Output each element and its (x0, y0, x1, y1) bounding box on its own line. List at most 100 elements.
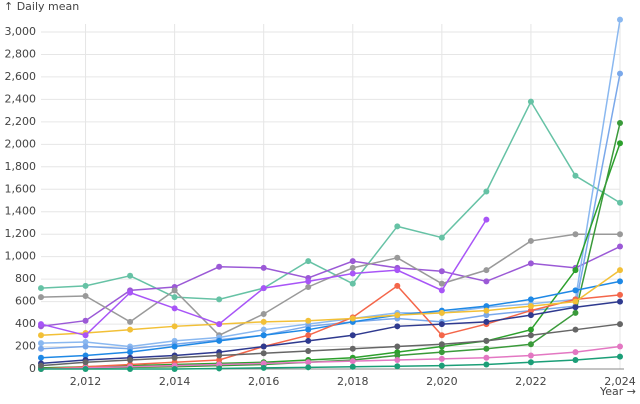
data-point (305, 258, 312, 265)
data-point (127, 326, 134, 333)
data-point (349, 315, 356, 322)
data-point (483, 361, 490, 368)
y-tick-label: 1,000 (5, 250, 37, 263)
series-line (40, 323, 621, 367)
data-point (82, 352, 89, 359)
data-point (438, 309, 445, 316)
series (38, 119, 623, 372)
data-point (572, 267, 579, 274)
data-point (483, 318, 490, 325)
data-point (216, 357, 223, 364)
data-point (305, 364, 312, 371)
data-point (438, 321, 445, 328)
data-point (394, 312, 401, 319)
data-point (483, 307, 490, 314)
data-point (216, 337, 223, 344)
data-point (260, 318, 267, 325)
data-point (617, 16, 623, 23)
data-point (483, 303, 490, 310)
series (38, 216, 490, 339)
data-point (171, 305, 178, 312)
data-point (216, 296, 223, 303)
data-point (171, 287, 178, 294)
data-point (349, 258, 356, 265)
series-line (40, 245, 621, 328)
data-point (82, 317, 89, 324)
data-point (483, 345, 490, 352)
data-point (617, 321, 623, 328)
series-line (40, 345, 621, 370)
data-point (527, 341, 534, 348)
data-point (617, 243, 623, 250)
data-point (438, 287, 445, 294)
series (38, 16, 623, 350)
y-tick-label: 600 (15, 295, 36, 308)
data-point (617, 343, 623, 350)
data-point (438, 332, 445, 339)
data-point (617, 231, 623, 238)
data-point (82, 359, 89, 366)
data-point (38, 294, 44, 301)
y-tick-label: 200 (15, 340, 36, 353)
series-line (40, 73, 621, 350)
data-point (38, 354, 44, 361)
y-tick-label: 2,400 (5, 92, 37, 105)
data-point (82, 339, 89, 346)
data-point (260, 264, 267, 271)
data-point (349, 264, 356, 271)
x-tick-label: 2,022 (515, 375, 547, 388)
data-point (527, 307, 534, 314)
data-point (260, 364, 267, 371)
data-point (38, 321, 44, 328)
y-tick-label: 2,800 (5, 47, 37, 60)
data-point (260, 285, 267, 292)
data-point (394, 254, 401, 261)
series-line (41, 355, 621, 370)
data-point (38, 332, 44, 339)
data-point (617, 353, 623, 360)
series-line (40, 284, 621, 370)
data-point (349, 332, 356, 339)
data-point (260, 332, 267, 339)
data-point (127, 318, 134, 325)
y-tick-label: 2,200 (5, 115, 37, 128)
data-point (394, 323, 401, 330)
data-point (127, 357, 134, 364)
data-point (617, 199, 623, 206)
data-point (438, 362, 445, 369)
data-point (394, 363, 401, 370)
x-tick-label: 2,012 (70, 375, 102, 388)
data-point (349, 280, 356, 287)
data-point (617, 298, 623, 305)
data-point (349, 358, 356, 365)
data-point (394, 357, 401, 364)
x-tick-label: 2,014 (159, 375, 191, 388)
data-point (260, 350, 267, 357)
y-tick-label: 1,800 (5, 160, 37, 173)
data-point (527, 359, 534, 366)
data-point (38, 285, 44, 292)
y-tick-label: 1,600 (5, 182, 37, 195)
data-point (260, 360, 267, 367)
y-tick-label: 1,400 (5, 205, 37, 218)
y-tick-label: 3,000 (5, 25, 37, 38)
series-line (40, 100, 621, 301)
y-tick-label: 0 (29, 362, 36, 375)
data-point (438, 341, 445, 348)
data-point (82, 332, 89, 339)
data-point (305, 359, 312, 366)
data-point (438, 280, 445, 287)
data-point (216, 321, 223, 328)
series (38, 140, 623, 371)
data-point (572, 326, 579, 333)
data-point (127, 349, 134, 356)
data-point (617, 119, 623, 126)
data-point (527, 98, 534, 105)
data-point (394, 282, 401, 289)
data-point (572, 172, 579, 179)
data-point (305, 326, 312, 333)
y-tick-label: 2,600 (5, 70, 37, 83)
data-point (305, 278, 312, 285)
data-point (572, 287, 579, 294)
